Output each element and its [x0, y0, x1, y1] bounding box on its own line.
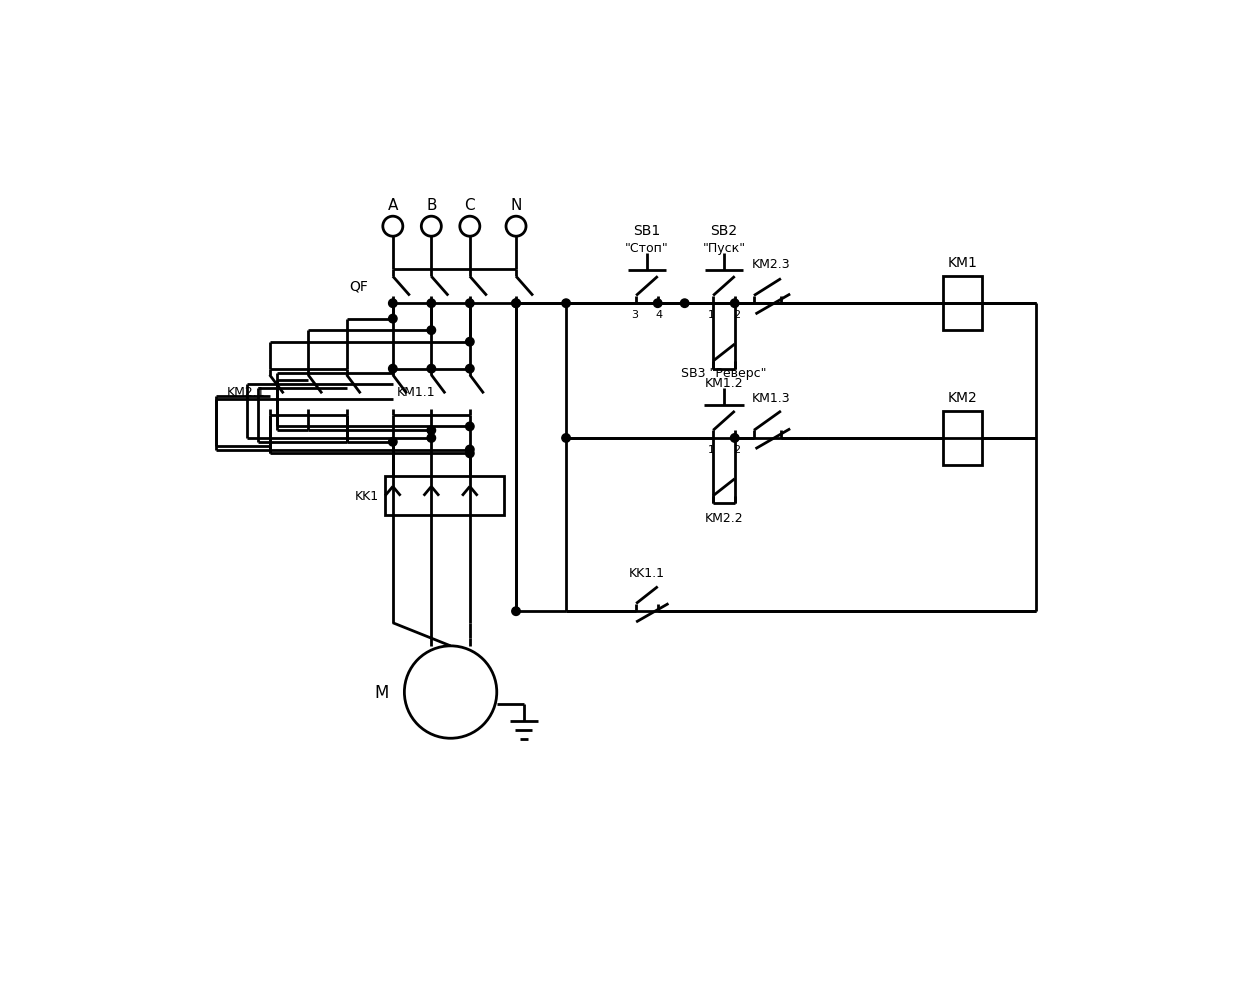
Text: SB2: SB2	[710, 224, 737, 238]
Text: "Стоп": "Стоп"	[624, 242, 669, 255]
Text: N: N	[510, 198, 522, 213]
Text: 1: 1	[709, 310, 715, 320]
Text: KK1.1: KK1.1	[629, 567, 665, 580]
Circle shape	[383, 217, 403, 237]
Text: KM2: KM2	[948, 391, 978, 405]
Circle shape	[466, 422, 475, 431]
Text: "Пуск": "Пуск"	[703, 242, 746, 255]
Text: 4: 4	[655, 310, 663, 320]
Text: KM2.2: KM2.2	[705, 511, 743, 524]
Circle shape	[512, 607, 520, 616]
Text: 1: 1	[709, 444, 715, 454]
Text: B: B	[426, 198, 436, 213]
Text: M: M	[374, 683, 389, 702]
Circle shape	[466, 446, 475, 454]
Text: KM1.1: KM1.1	[396, 386, 435, 399]
Circle shape	[421, 217, 441, 237]
Bar	[943, 412, 981, 465]
Circle shape	[427, 327, 436, 335]
Circle shape	[427, 426, 436, 435]
Text: 2: 2	[732, 310, 740, 320]
Text: KM1.2: KM1.2	[705, 377, 743, 390]
Circle shape	[389, 299, 396, 308]
Circle shape	[389, 438, 396, 446]
Circle shape	[427, 434, 436, 442]
Circle shape	[466, 365, 475, 374]
Circle shape	[466, 338, 475, 347]
Circle shape	[561, 434, 570, 442]
Circle shape	[512, 299, 520, 308]
Circle shape	[404, 646, 497, 739]
Circle shape	[466, 449, 475, 458]
Circle shape	[427, 365, 436, 374]
Text: 3: 3	[631, 310, 638, 320]
Text: C: C	[465, 198, 475, 213]
Text: QF: QF	[349, 279, 368, 293]
Circle shape	[389, 365, 396, 374]
Circle shape	[561, 299, 570, 308]
Text: KM2.3: KM2.3	[752, 257, 790, 270]
Circle shape	[680, 299, 689, 308]
Text: KM1: KM1	[948, 256, 978, 270]
Text: SB3 "Реверс": SB3 "Реверс"	[681, 367, 767, 380]
Circle shape	[731, 299, 738, 308]
Circle shape	[427, 299, 436, 308]
Text: A: A	[388, 198, 398, 213]
Text: KM1.3: KM1.3	[752, 392, 790, 405]
Circle shape	[731, 434, 738, 442]
Bar	[385, 477, 504, 516]
Circle shape	[389, 315, 396, 323]
Text: 2: 2	[732, 444, 740, 454]
Circle shape	[466, 299, 475, 308]
Text: SB1: SB1	[633, 224, 660, 238]
Bar	[943, 277, 981, 331]
Circle shape	[460, 217, 479, 237]
Circle shape	[653, 299, 662, 308]
Text: KM2.1: KM2.1	[227, 386, 266, 399]
Circle shape	[506, 217, 527, 237]
Text: KK1: KK1	[354, 490, 379, 503]
Circle shape	[512, 299, 520, 308]
